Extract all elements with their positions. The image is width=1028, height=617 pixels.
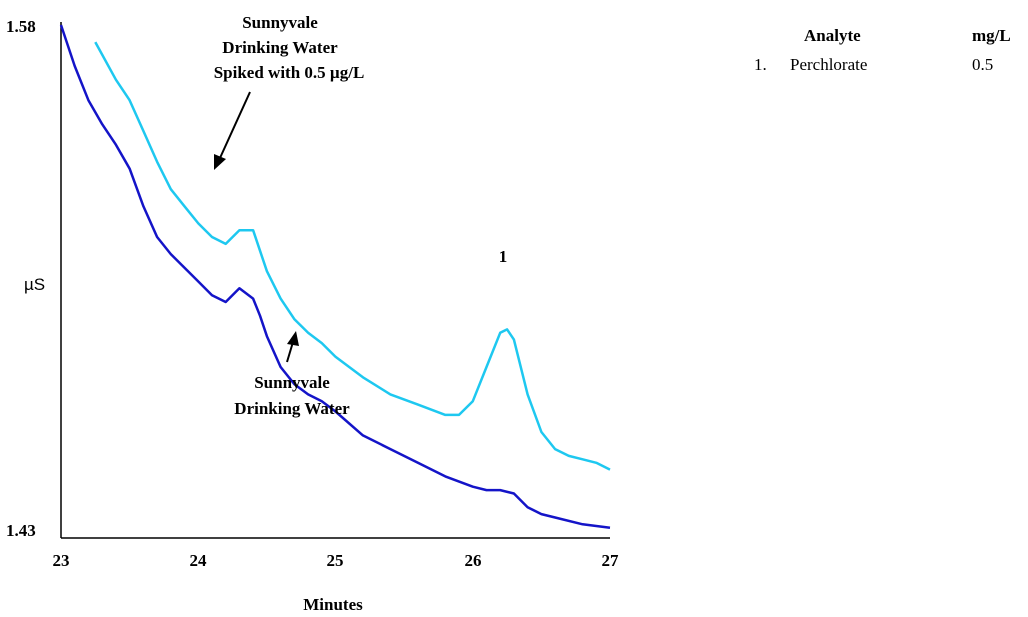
table-header-analyte: Analyte: [804, 26, 861, 45]
annotation-plain-line-1: Sunnyvale: [254, 373, 330, 392]
peak-label: 1: [499, 247, 508, 266]
table-row-value: 0.5: [972, 55, 993, 74]
x-tick-24: 24: [190, 551, 208, 570]
y-axis-title: µS: [24, 275, 45, 294]
table-row-num: 1.: [754, 55, 767, 74]
arrow-spiked: [214, 91, 251, 170]
annotation-plain-line-2: Drinking Water: [234, 399, 350, 418]
y-tick-min: 1.43: [6, 521, 36, 540]
x-axis-title: Minutes: [303, 595, 363, 614]
arrow-plain: [286, 331, 299, 363]
x-tick-25: 25: [327, 551, 344, 570]
annotation-spiked-line-3: Spiked with 0.5 µg/L: [214, 63, 365, 82]
table-header-mgl: mg/L: [972, 26, 1011, 45]
x-tick-27: 27: [602, 551, 620, 570]
series-unspiked-line: [59, 24, 611, 529]
x-tick-26: 26: [465, 551, 482, 570]
annotation-spiked-line-1: Sunnyvale: [242, 13, 318, 32]
annotation-spiked-line-2: Drinking Water: [222, 38, 338, 57]
y-tick-max: 1.58: [6, 17, 36, 36]
x-tick-23: 23: [53, 551, 70, 570]
series-spiked-line: [94, 41, 611, 471]
table-row-analyte: Perchlorate: [790, 55, 867, 74]
